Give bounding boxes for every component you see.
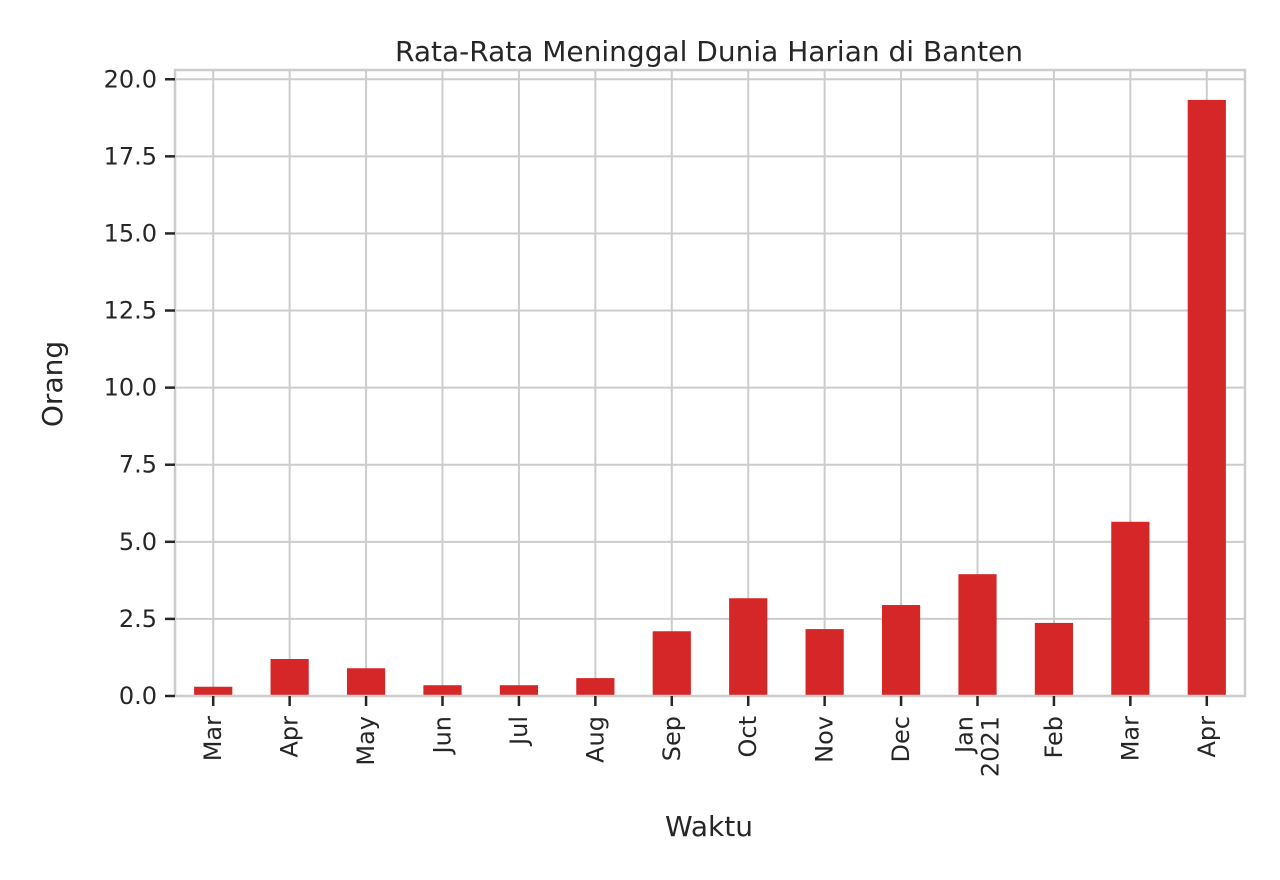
y-tick-label: 15.0 xyxy=(104,219,157,247)
y-axis-label: Orang xyxy=(36,341,69,427)
x-tick-label: Aug xyxy=(581,716,609,763)
x-tick-label: Feb xyxy=(1040,716,1068,759)
plot-area-frame xyxy=(173,68,1247,698)
y-tick-label: 20.0 xyxy=(104,65,157,93)
bar xyxy=(423,685,462,696)
bar xyxy=(958,574,997,696)
bar xyxy=(1111,521,1150,696)
bar xyxy=(805,629,844,696)
bar xyxy=(729,598,768,696)
bars xyxy=(194,99,1226,697)
y-tick-label: 2.5 xyxy=(119,605,157,633)
x-tick-label: Jan xyxy=(951,716,979,755)
bar xyxy=(499,685,539,696)
y-tick-label: 0.0 xyxy=(119,682,157,710)
y-tick-label: 5.0 xyxy=(119,528,157,556)
y-tick-label: 12.5 xyxy=(104,297,157,325)
y-tick-label: 17.5 xyxy=(104,142,157,170)
bar xyxy=(346,668,386,696)
x-tick-label: Jul xyxy=(505,716,533,747)
x-tick-label: Jun xyxy=(429,716,457,756)
bar xyxy=(1034,622,1074,696)
x-axis-label: Waktu xyxy=(665,810,753,843)
x-tick-label: May xyxy=(352,716,380,766)
x-tick-label: Apr xyxy=(276,716,304,758)
bar xyxy=(1187,99,1226,697)
x-tick-label: Oct xyxy=(734,716,762,758)
y-axis-ticks: 0.0 2.5 5.0 7.5 10.0 12.5 15.0 17.5 20.0 xyxy=(104,65,175,710)
y-tick-label: 7.5 xyxy=(119,451,157,479)
bar xyxy=(576,678,615,696)
x-tick-label: Nov xyxy=(811,716,839,763)
x-tick-label: Dec xyxy=(887,716,915,762)
grid xyxy=(175,70,1245,697)
chart-title: Rata-Rata Meninggal Dunia Harian di Bant… xyxy=(395,35,1023,68)
y-tick-label: 10.0 xyxy=(104,374,157,402)
x-tick-label: Mar xyxy=(199,716,227,761)
x-tick-label: Sep xyxy=(658,716,686,761)
x-tick-label: Apr xyxy=(1193,716,1221,758)
x-tick-label: 2021 xyxy=(977,716,1005,777)
bar xyxy=(881,605,921,696)
bar xyxy=(194,686,233,696)
bar xyxy=(652,631,691,696)
bar xyxy=(270,658,309,696)
x-tick-label: Mar xyxy=(1116,716,1144,761)
